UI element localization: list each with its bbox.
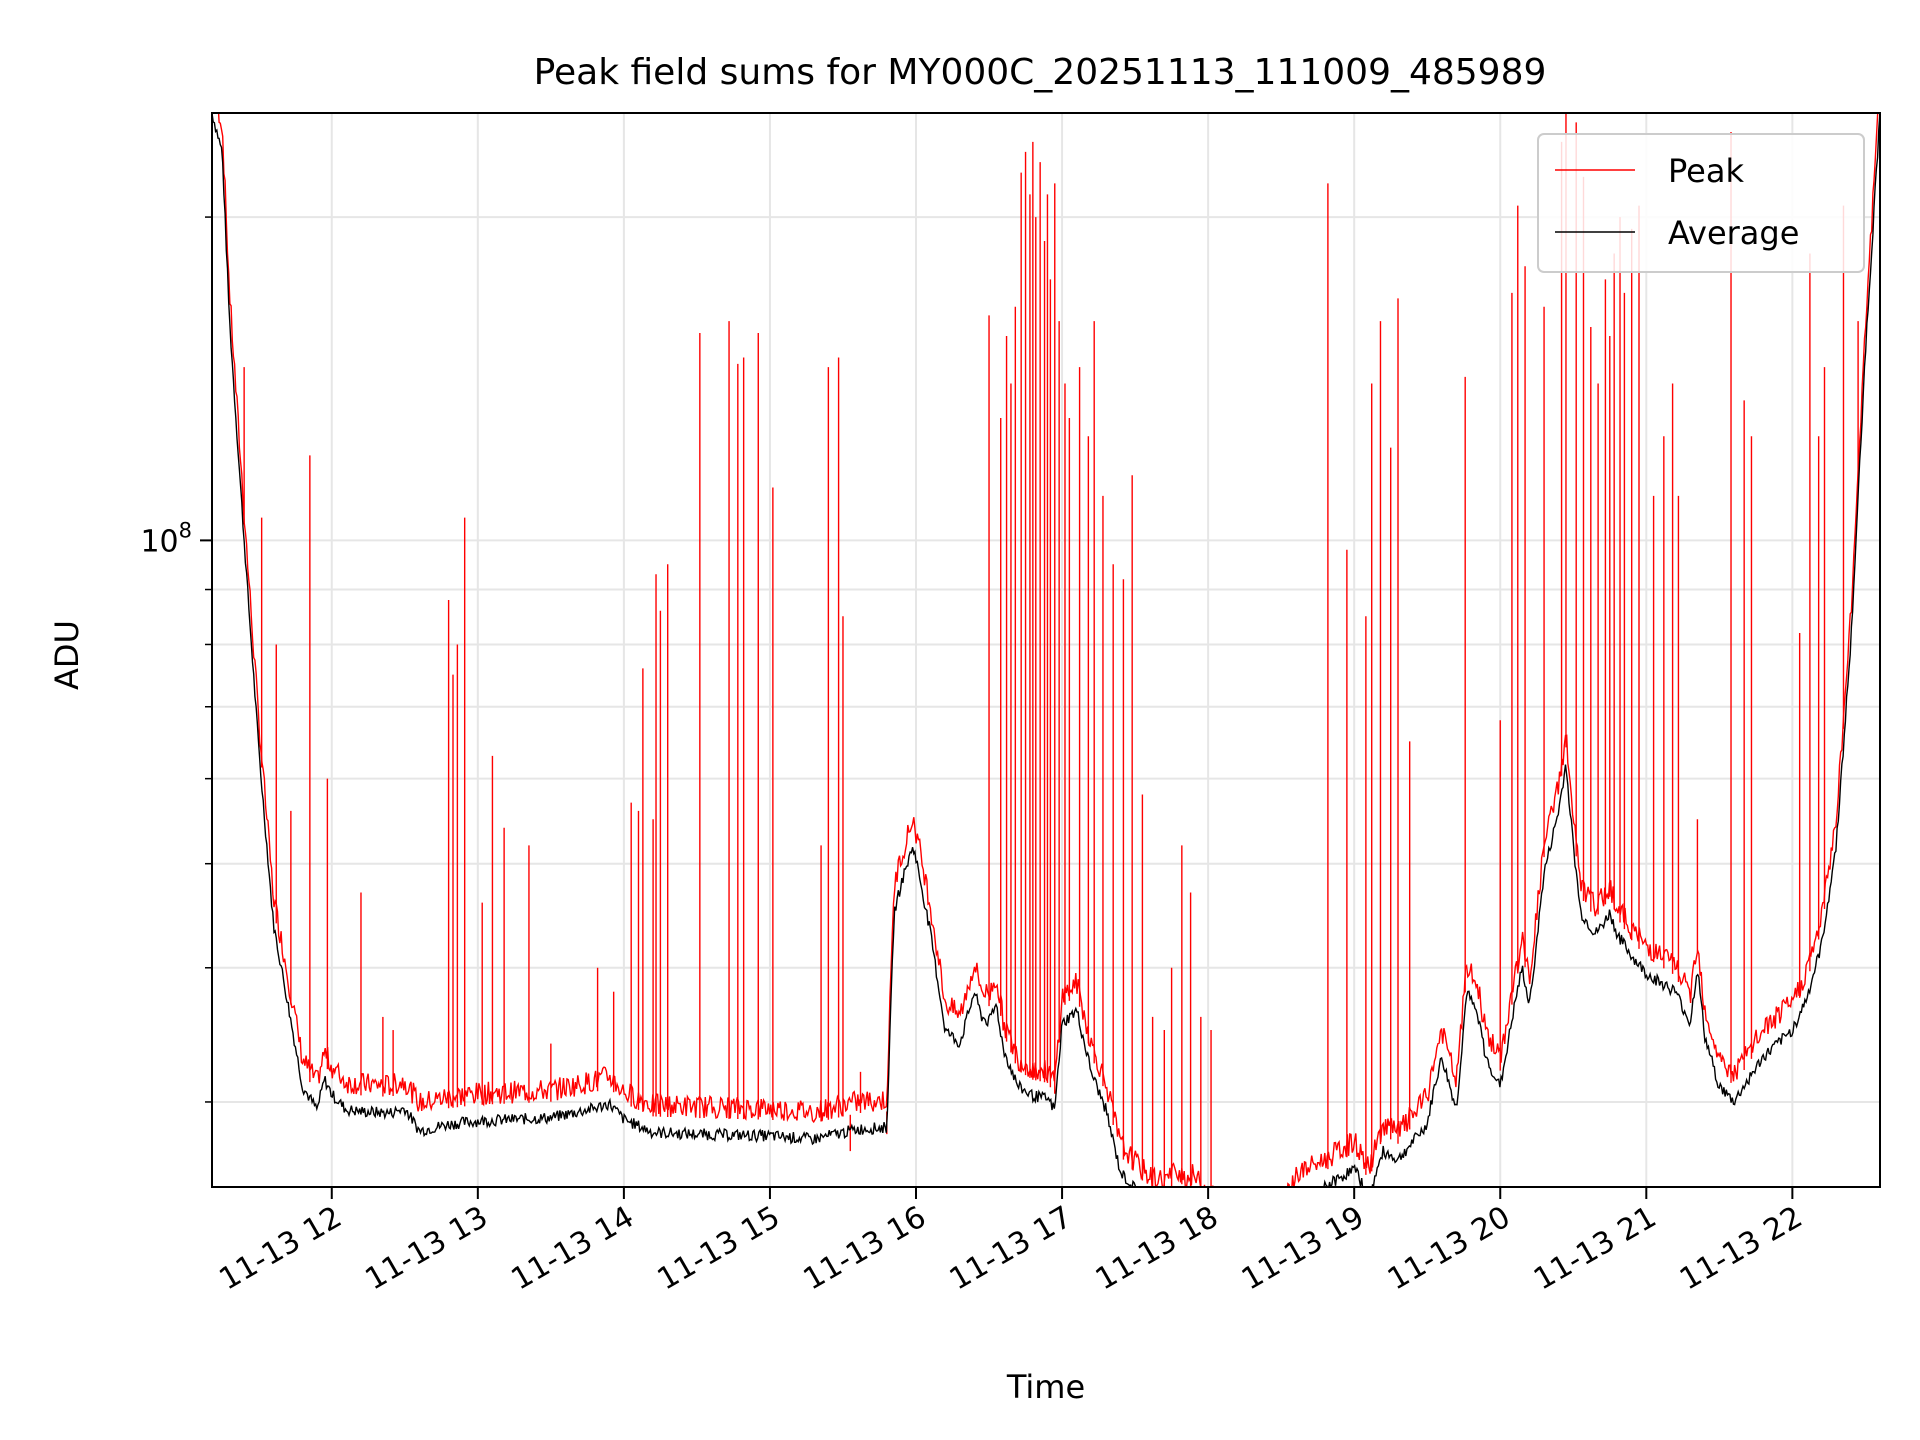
x-tick-label: 11-13 15 — [652, 1200, 786, 1298]
x-tick-label: 11-13 19 — [1236, 1200, 1370, 1298]
x-tick-label: 11-13 13 — [360, 1200, 494, 1298]
plot-frame — [211, 112, 1881, 1188]
y-axis-ticks: 108 — [140, 216, 212, 1103]
legend-peak-label: Peak — [1668, 152, 1744, 190]
x-tick-label: 11-13 12 — [213, 1200, 347, 1298]
x-tick-label: 11-13 14 — [506, 1200, 640, 1298]
average-series — [212, 113, 1880, 1187]
legend-average-label: Average — [1668, 214, 1799, 252]
x-tick-label: 11-13 17 — [944, 1200, 1078, 1298]
x-axis-ticks: 11-13 12 11-13 13 11-13 14 11-13 15 11-13 16… — [213, 1187, 1808, 1297]
x-axis-label: Time — [1006, 1368, 1085, 1406]
peak-baseline-line — [217, 113, 1879, 1187]
x-tick-label: 11-13 22 — [1674, 1200, 1808, 1298]
x-tick-label: 11-13 20 — [1382, 1200, 1516, 1298]
x-tick-label: 11-13 16 — [798, 1200, 932, 1298]
chart-title: Peak field sums for MY000C_20251113_1110… — [534, 52, 1547, 93]
x-tick-label: 11-13 18 — [1090, 1200, 1224, 1298]
legend: Peak Average — [1537, 133, 1865, 273]
grid-lines — [212, 113, 1880, 1187]
legend-box — [1537, 133, 1865, 273]
peak-series — [217, 113, 1879, 1187]
y-axis-label: ADU — [48, 620, 86, 690]
x-tick-label: 11-13 21 — [1528, 1200, 1662, 1298]
y-tick-label: 108 — [140, 518, 192, 559]
average-line — [212, 113, 1880, 1187]
